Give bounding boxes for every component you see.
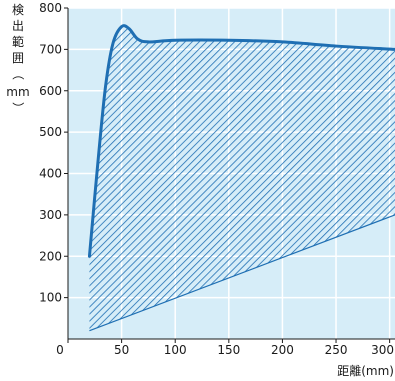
y-axis-title-char-1: 検 [12, 3, 24, 17]
x-tick-label-0: 0 [56, 343, 64, 357]
x-tick-label-100: 100 [164, 343, 187, 357]
x-tick-label-150: 150 [217, 343, 240, 357]
x-tick-label-200: 200 [271, 343, 294, 357]
y-tick-label-500: 500 [39, 125, 62, 139]
detection-upper-boundary-line [87, 24, 395, 258]
y-tick-label-600: 600 [39, 84, 62, 98]
y-axis-title: 検 出 範 囲 （ mm ） [6, 3, 29, 114]
x-tick-label-300: 300 [371, 343, 394, 357]
detection-lower-boundary-line [89, 214, 395, 332]
x-tick-label-50: 50 [114, 343, 129, 357]
x-axis-title: 距離(mm) [337, 364, 394, 378]
y-axis-title-char-2: 出 [12, 19, 24, 33]
y-tick-label-800: 800 [39, 1, 62, 15]
x-tick-label-250: 250 [325, 343, 348, 357]
y-tick-label-200: 200 [39, 249, 62, 263]
y-tick-labels: 100 200 300 400 500 600 700 800 [39, 1, 62, 305]
y-tick-label-700: 700 [39, 42, 62, 56]
y-axis-title-char-6: mm [6, 85, 29, 99]
x-tick-labels: 0 50 100 150 200 250 300 [56, 343, 394, 357]
y-axis-title-char-7: ） [11, 102, 25, 114]
detection-area-hatch [89, 25, 395, 331]
y-axis-title-char-4: 囲 [12, 51, 24, 65]
y-axis-title-char-3: 範 [12, 34, 24, 49]
y-tick-label-400: 400 [39, 167, 62, 181]
y-tick-label-300: 300 [39, 208, 62, 222]
axes [64, 7, 395, 343]
y-axis-title-char-5: （ [11, 68, 25, 80]
y-tick-label-100: 100 [39, 291, 62, 305]
